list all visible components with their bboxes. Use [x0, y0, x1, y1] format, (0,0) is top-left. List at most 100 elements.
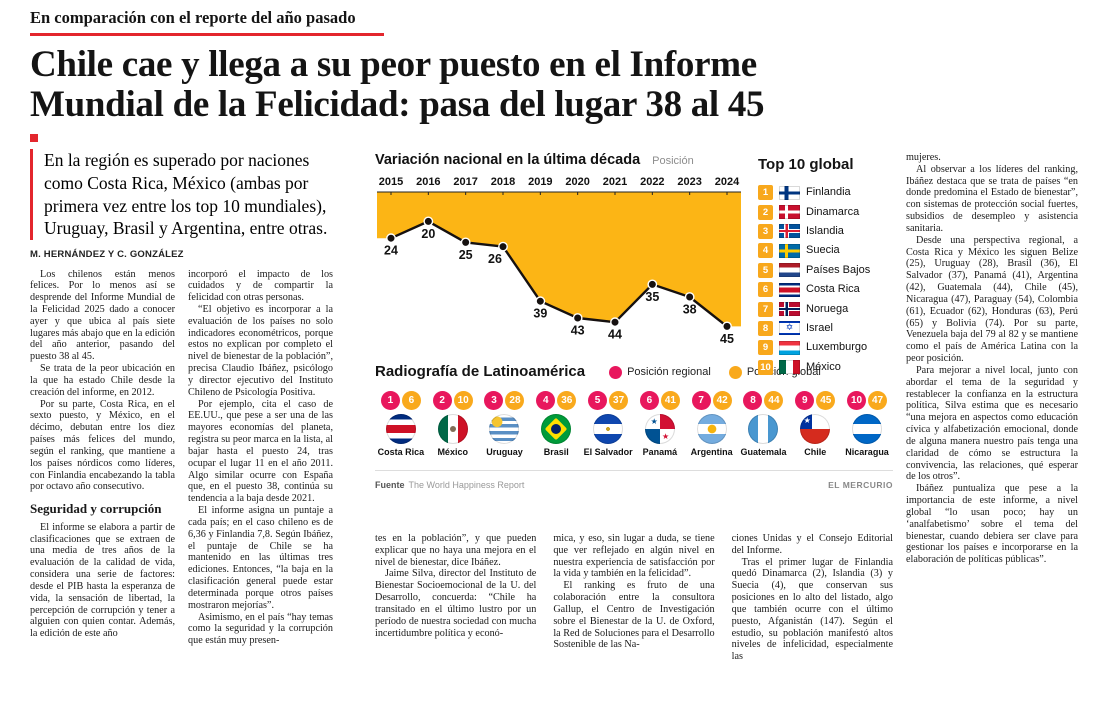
- body-column-4: mica, y eso, sin lugar a duda, se tiene …: [553, 533, 714, 705]
- chart-axis-label: Posición: [652, 155, 694, 167]
- svg-text:44: 44: [608, 328, 622, 342]
- rank-badge: 7: [758, 301, 773, 317]
- top10-row: 6 Costa Rica: [758, 280, 894, 299]
- position-badges: 5 37: [588, 391, 629, 411]
- country-name: Dinamarca: [806, 205, 860, 218]
- svg-text:38: 38: [683, 303, 697, 317]
- country-name: México: [437, 447, 468, 458]
- country-name: Costa Rica: [377, 447, 425, 458]
- latam-country: 4 36 Brasil: [530, 391, 582, 458]
- regional-position-badge: 3: [484, 391, 504, 411]
- source-row: Fuente The World Happiness Report EL MERC…: [375, 470, 893, 493]
- country-name: Guatemala: [740, 447, 787, 458]
- regional-position-badge: 7: [691, 391, 711, 411]
- source-label: Fuente: [375, 480, 405, 491]
- byline: M. HERNÁNDEZ Y C. GONZÁLEZ: [30, 249, 184, 260]
- position-badges: 3 28: [484, 391, 525, 411]
- country-flag-icon: [779, 302, 800, 317]
- country-flag-icon: [779, 263, 800, 278]
- country-name: Luxemburgo: [806, 341, 868, 354]
- country-flag-icon: [696, 414, 727, 445]
- position-badges: 2 10: [432, 391, 473, 411]
- top10-row: 9 Luxemburgo: [758, 338, 894, 357]
- regional-position-badge: 1: [380, 391, 400, 411]
- top10-row: 4 Suecia: [758, 241, 894, 260]
- latam-country: 10 47 Nicaragua: [841, 391, 893, 458]
- global-position-badge: 47: [868, 391, 888, 411]
- country-name: Costa Rica: [806, 283, 860, 296]
- svg-text:2022: 2022: [640, 176, 664, 188]
- lead-and-body-zone: En la región es superado por naciones co…: [30, 134, 333, 705]
- svg-text:39: 39: [533, 307, 547, 321]
- regional-position-badge: 2: [432, 391, 452, 411]
- svg-text:2017: 2017: [453, 176, 477, 188]
- country-flag-icon: [779, 340, 800, 355]
- paragraph: Jaime Silva, director del Instituto de B…: [375, 568, 537, 639]
- country-name: México: [806, 360, 841, 373]
- country-flag-icon: [779, 185, 800, 200]
- country-name: Finlandia: [806, 186, 851, 199]
- country-flag-icon: [779, 205, 800, 220]
- rank-badge: 2: [758, 204, 773, 220]
- lead-paragraph: En la región es superado por naciones co…: [30, 149, 333, 240]
- top10-row: 8 Israel: [758, 319, 894, 338]
- body-columns: Los chilenos están menos felices. Por lo…: [30, 269, 333, 705]
- decade-line-chart: 2015 2016 2017 2018 2019 2020 2021 2022 2023 2024…: [377, 176, 741, 346]
- paragraph: El informe se elabora a partir de clasif…: [30, 521, 175, 640]
- global-position-badge: 45: [816, 391, 836, 411]
- svg-text:2020: 2020: [565, 176, 589, 188]
- red-square-marker: [30, 134, 38, 142]
- country-flag-icon: [748, 414, 779, 445]
- paragraph: Ibáñez puntualiza que pese a la importan…: [906, 483, 1078, 566]
- top10-list: 1 Finlandia 2 Dinamarca 3 Islandia: [758, 183, 894, 377]
- paragraph: Al observar a los líderes del ranking, I…: [906, 163, 1078, 234]
- country-name: Israel: [806, 321, 833, 334]
- body-column-2: incorporó el impacto de los cuidados y d…: [188, 269, 333, 705]
- svg-text:2018: 2018: [491, 176, 515, 188]
- paragraph: mica, y eso, sin lugar a duda, se tiene …: [553, 533, 715, 580]
- legend-dot-icon: [728, 365, 742, 379]
- country-flag-icon: [779, 243, 800, 258]
- body-column-3: tes en la población”, y que pueden expli…: [375, 533, 536, 705]
- country-name: Chile: [804, 447, 827, 458]
- rank-badge: 10: [758, 359, 773, 375]
- paragraph: Se trata de la peor ubicación en la que …: [30, 363, 175, 398]
- paragraph: Por su parte, Costa Rica, en el sexto pu…: [30, 398, 175, 493]
- paragraph: tes en la población”, y que pueden expli…: [375, 533, 537, 568]
- country-flag-icon: [644, 414, 675, 445]
- svg-text:2016: 2016: [416, 176, 440, 188]
- svg-text:2024: 2024: [715, 176, 740, 188]
- kicker: En comparación con el reporte del año pa…: [30, 8, 384, 36]
- article-header: En comparación con el reporte del año pa…: [30, 8, 1076, 126]
- paragraph: Para mejorar a nivel local, junto con ab…: [906, 364, 1078, 483]
- top10-row: 1 Finlandia: [758, 183, 894, 202]
- latam-country: 8 44 Guatemala: [738, 391, 790, 458]
- global-position-badge: 6: [401, 391, 421, 411]
- paragraph: Tras el primer lugar de Finlandia quedó …: [731, 556, 893, 663]
- country-name: Suecia: [806, 244, 840, 257]
- latam-country: 1 6 Costa Rica: [375, 391, 427, 458]
- top10-row: 3 Islandia: [758, 222, 894, 241]
- legend-dot-icon: [609, 365, 623, 379]
- global-position-badge: 42: [712, 391, 732, 411]
- country-flag-icon: [385, 414, 416, 445]
- global-position-badge: 41: [660, 391, 680, 411]
- country-name: Noruega: [806, 302, 849, 315]
- rank-badge: 8: [758, 320, 773, 336]
- country-flag-icon: [593, 414, 624, 445]
- paragraph: Asimismo, en el país “hay temas como la …: [188, 611, 333, 647]
- country-flag-icon: [779, 321, 800, 336]
- source-name: The World Happiness Report: [408, 480, 525, 491]
- rank-badge: 9: [758, 340, 773, 356]
- regional-position-badge: 5: [588, 391, 608, 411]
- rank-badge: 6: [758, 282, 773, 298]
- body-column-5: ciones Unidas y el Consejo Editorial del…: [732, 533, 893, 705]
- position-badges: 8 44: [743, 391, 784, 411]
- headline: Chile cae y llega a su peor puesto en el…: [30, 44, 1076, 126]
- legend-item: Posición regional: [609, 365, 711, 379]
- bottom-body-columns: tes en la población”, y que pueden expli…: [375, 533, 893, 705]
- svg-text:2019: 2019: [528, 176, 552, 188]
- regional-position-badge: 8: [743, 391, 763, 411]
- latam-country: 7 42 Argentina: [686, 391, 738, 458]
- paragraph: El informe asigna un puntaje a cada país…: [188, 505, 333, 611]
